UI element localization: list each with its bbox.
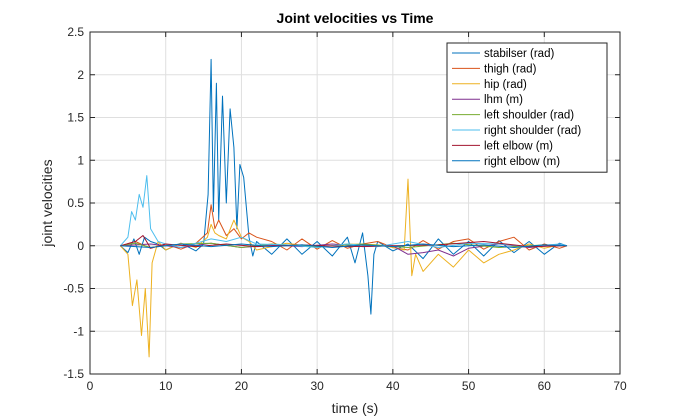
- legend-entry-label: hip (rad): [484, 79, 527, 91]
- x-tick-label: 60: [538, 379, 552, 393]
- legend-entry-label: right elbow (m): [484, 156, 560, 168]
- y-tick-label: 1: [77, 153, 84, 167]
- series-line-3: [119, 178, 568, 358]
- y-tick-label: 0: [77, 239, 84, 253]
- y-tick-label: 2.5: [67, 25, 84, 39]
- series-line-8: [120, 243, 568, 248]
- legend-entry-label: left elbow (m): [484, 140, 553, 152]
- y-tick-label: 0.5: [67, 196, 84, 210]
- chart-title: Joint velocities vs Time: [277, 10, 434, 26]
- legend-entry-label: stabilser (rad): [484, 48, 554, 60]
- series-line-7: [120, 235, 568, 249]
- legend-box: [446, 42, 608, 173]
- y-tick-label: 1.5: [67, 111, 84, 125]
- y-tick-label: -1: [73, 324, 84, 338]
- y-tick-label: -1.5: [63, 367, 84, 381]
- x-tick-label: 0: [87, 379, 94, 393]
- legend-entry-label: lhm (m): [484, 94, 523, 106]
- series-line-2: [120, 204, 568, 251]
- x-axis-label: time (s): [332, 400, 379, 416]
- y-tick-label: -0.5: [63, 282, 84, 296]
- x-tick-label: 10: [159, 379, 173, 393]
- series-layer: [119, 58, 568, 358]
- x-tick-label: 50: [462, 379, 476, 393]
- x-tick-label: 20: [235, 379, 249, 393]
- series-line-6: [119, 175, 568, 248]
- y-tick-label: 2: [77, 68, 84, 82]
- x-tick-label: 40: [386, 379, 400, 393]
- legend-entry-label: left shoulder (rad): [484, 110, 574, 122]
- y-axis-label: joint velocities: [39, 159, 55, 247]
- tick-layer: 0 10 20 30 40 50 60 70 -1.5 -1 -0.5 0 0.5 1 1.5 2 2.5: [63, 25, 627, 393]
- x-tick-label: 70: [613, 379, 627, 393]
- legend-entry-label: thigh (rad): [484, 63, 537, 75]
- legend-entry-label: right shoulder (rad): [484, 125, 581, 137]
- x-tick-label: 30: [310, 379, 324, 393]
- legend: stabilser (rad) thigh (rad) hip (rad) lhm (…: [446, 42, 608, 173]
